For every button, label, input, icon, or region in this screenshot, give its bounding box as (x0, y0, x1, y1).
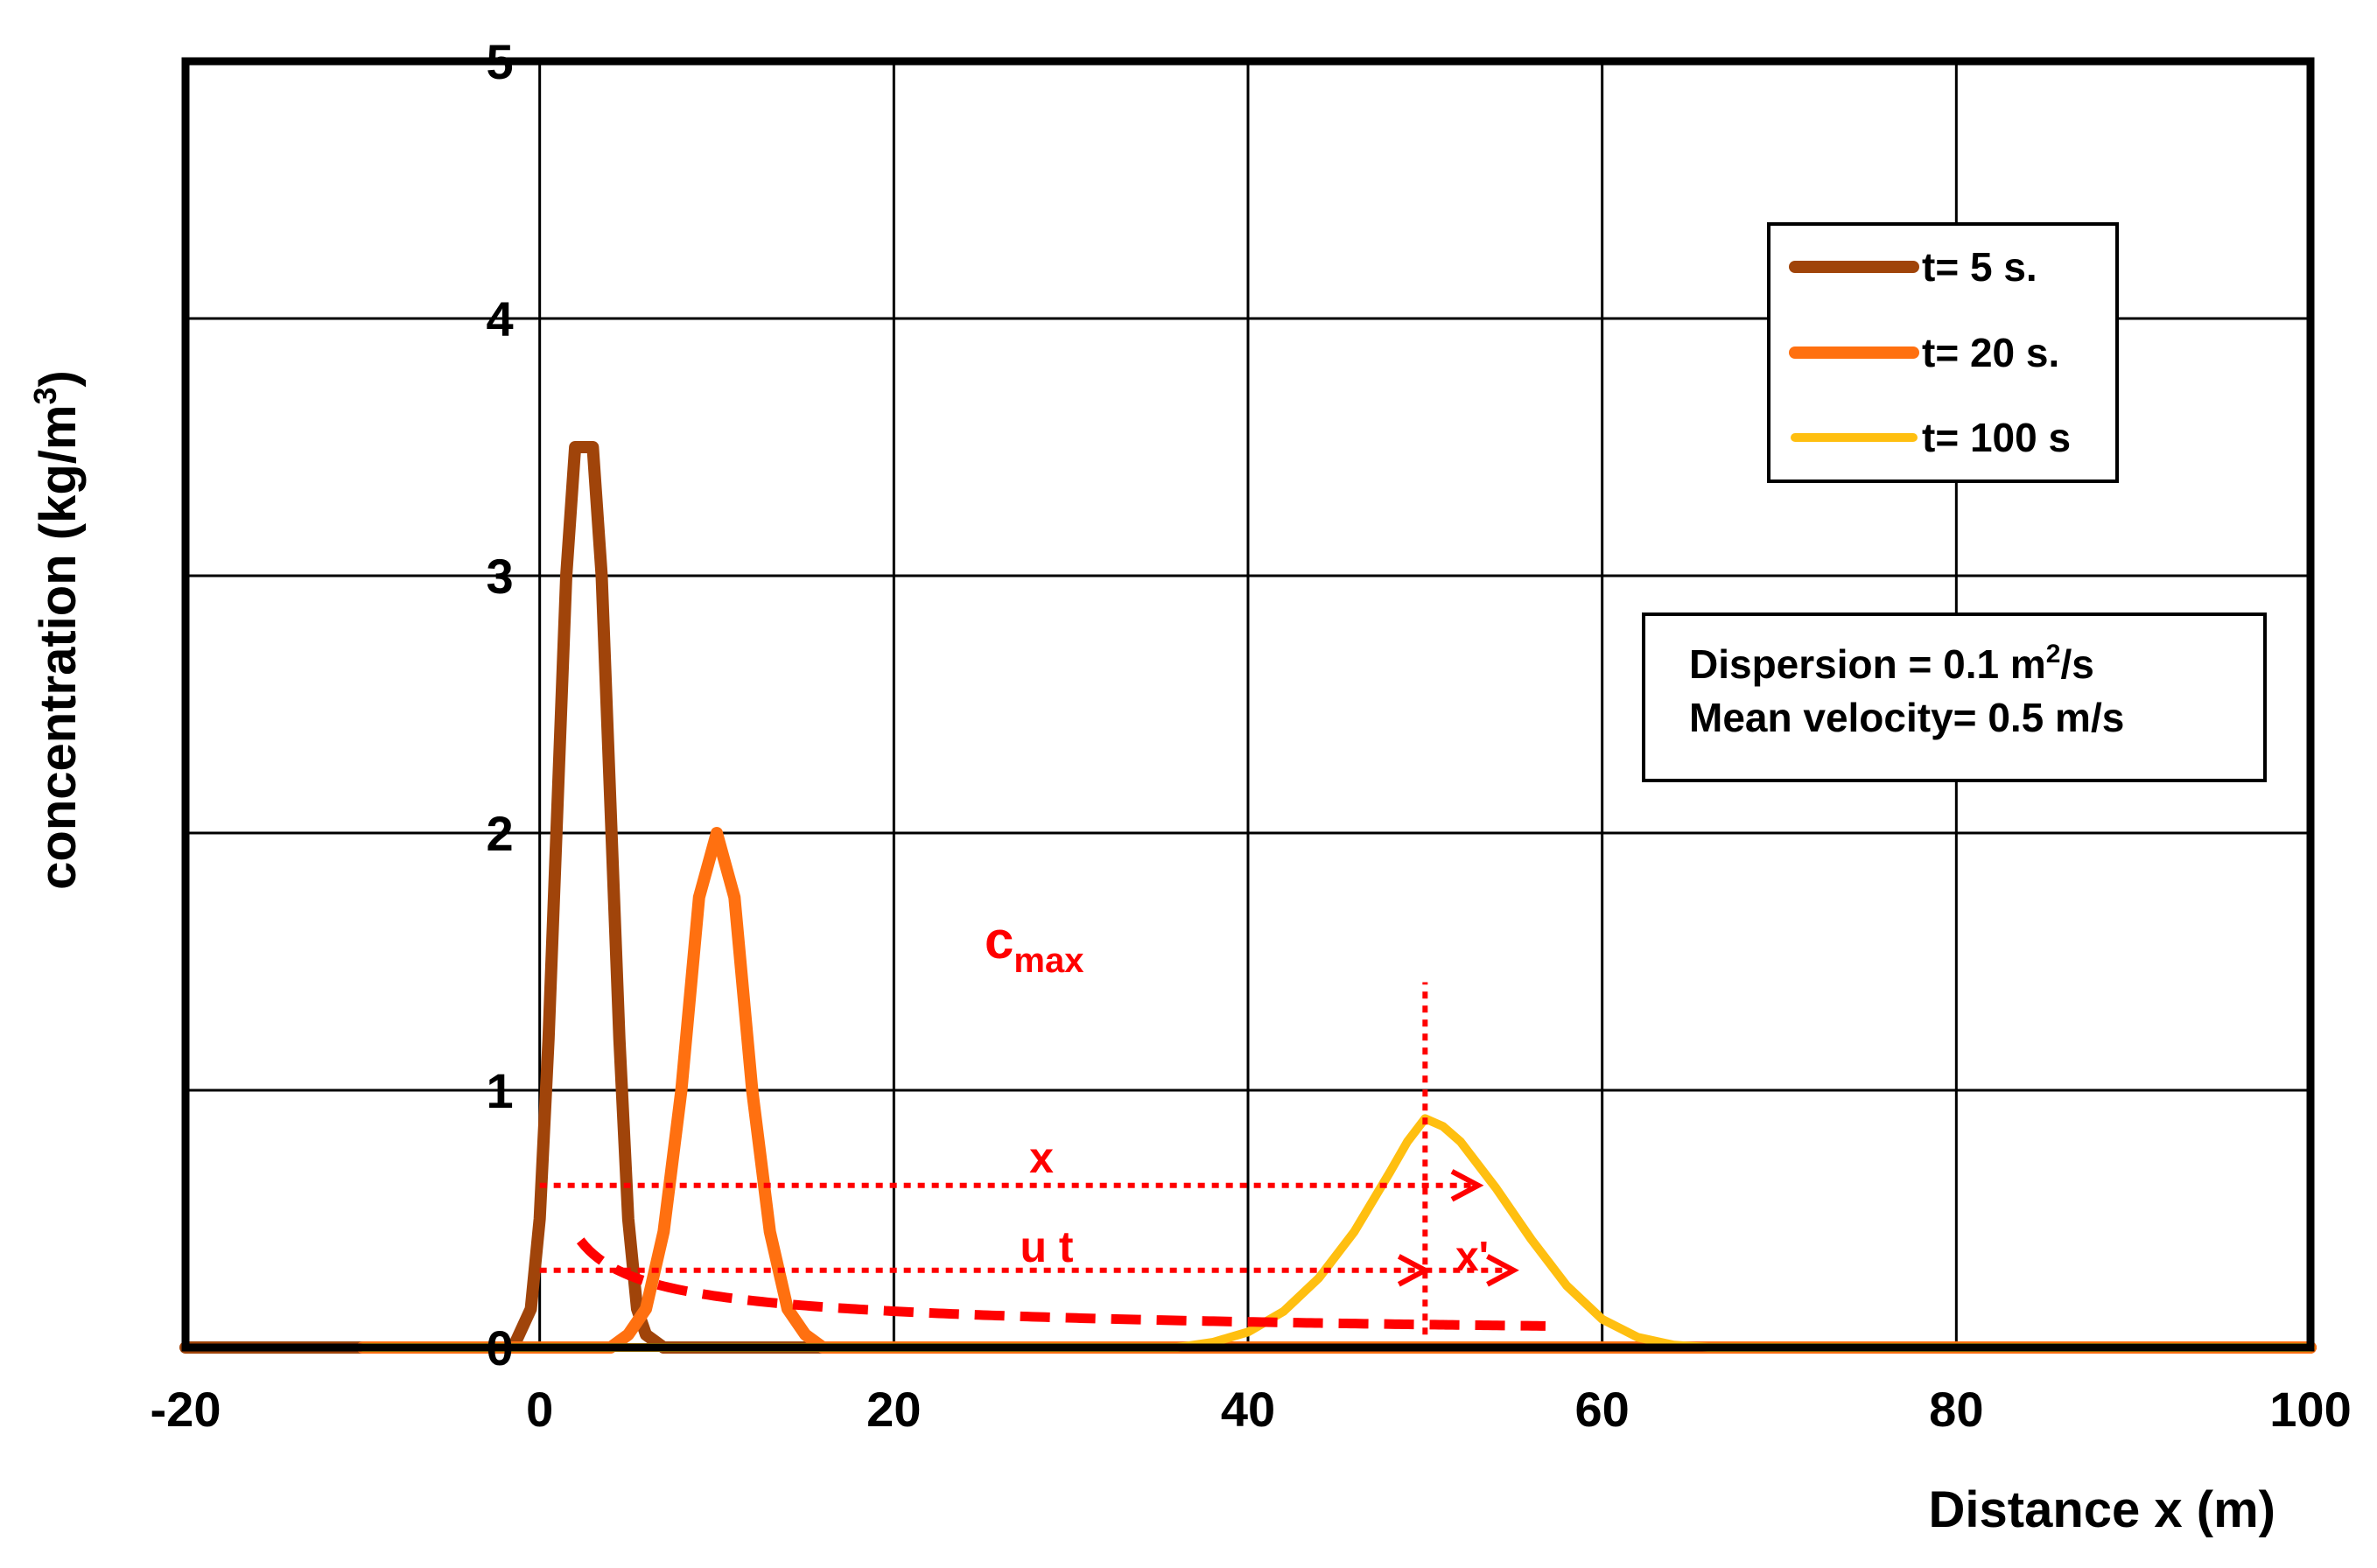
y-tick-label-3: 3 (487, 549, 514, 604)
y-axis-title-main: concentration (kg/m (30, 405, 87, 890)
series-line-20s (604, 827, 830, 1354)
y-tick-label-1: 1 (487, 1063, 514, 1118)
x-tick-label-2: 20 (866, 1382, 921, 1437)
parameters-box: Dispersion = 0.1 m2/s Mean velocity= 0.5… (1642, 612, 2267, 782)
tick-labels: -20 0 20 40 60 80 100 0 1 2 3 4 5 (151, 34, 2352, 1437)
y-axis-title: concentration (kg/m3) (27, 370, 87, 890)
y-tick-label-5: 5 (487, 34, 514, 89)
x-tick-label-4: 60 (1575, 1382, 1630, 1437)
cmax-label-subscript: max (1013, 942, 1083, 980)
x-tick-label-5: 80 (1929, 1382, 1983, 1437)
y-axis-title-close: ) (30, 370, 87, 387)
x-axis-title: Distance x (m) (1929, 1481, 2275, 1538)
legend-label-t5: t= 5 s. (1922, 244, 2037, 290)
cmax-label: cmax (985, 911, 1083, 980)
annotations (539, 982, 1546, 1335)
series-line-100s (1173, 1114, 1714, 1352)
dispersion-text-unit: /s (2060, 641, 2093, 687)
y-axis-title-superscript: 3 (27, 388, 63, 405)
y-tick-label-2: 2 (487, 806, 514, 861)
x-tick-label-1: 0 (526, 1382, 553, 1437)
parameters-box-frame (1642, 612, 2267, 782)
annotation-arrowhead-2 (1486, 1254, 1519, 1287)
annotation-label-x: x (1029, 1133, 1054, 1182)
legend: t= 5 s. t= 20 s. t= 100 s (1767, 222, 2119, 483)
x-tick-label-0: -20 (151, 1382, 221, 1437)
annotation-label-x-prime: x' (1455, 1234, 1489, 1280)
dispersion-text: Dispersion = 0.1 m2/s (1689, 640, 2094, 687)
legend-label-t100: t= 100 s (1922, 415, 2071, 460)
y-tick-label-4: 4 (487, 291, 514, 346)
annotation-label-ut: u t (1020, 1222, 1073, 1271)
plot-frame (181, 57, 2315, 1352)
dispersion-text-superscript: 2 (2046, 640, 2061, 668)
x-tick-label-3: 40 (1221, 1382, 1275, 1437)
cmax-label-main: c (985, 911, 1013, 970)
legend-label-t20: t= 20 s. (1922, 330, 2059, 375)
x-tick-label-6: 100 (2269, 1382, 2351, 1437)
annotation-arrowhead-0 (1450, 1169, 1484, 1202)
cmax-curve (576, 1237, 1546, 1331)
y-tick-label-0: 0 (487, 1320, 514, 1376)
dispersion-text-main: Dispersion = 0.1 m (1689, 641, 2046, 687)
mean-velocity-text: Mean velocity= 0.5 m/s (1689, 695, 2124, 740)
